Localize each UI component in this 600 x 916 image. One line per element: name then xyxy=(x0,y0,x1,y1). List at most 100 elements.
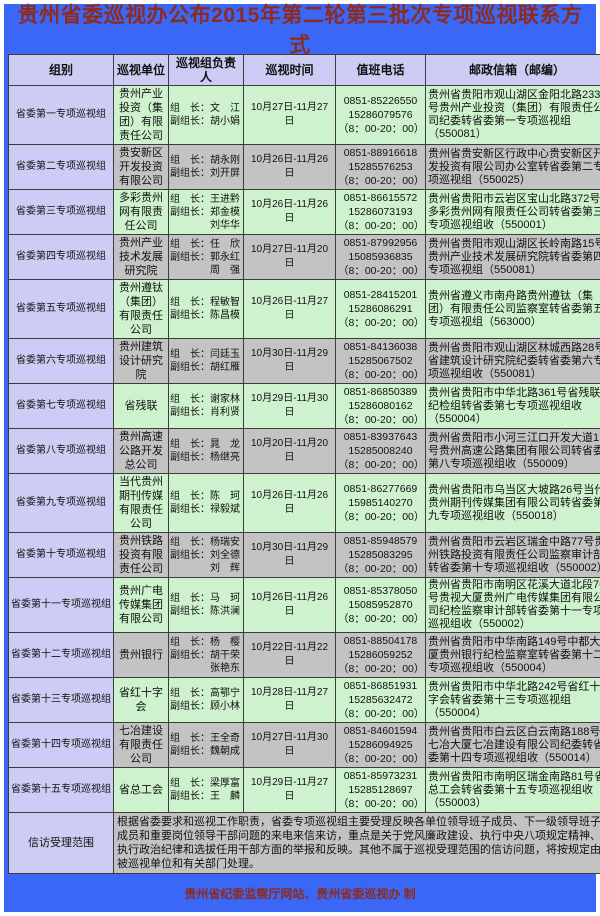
cell-group: 省委第八专项巡视组 xyxy=(9,429,114,474)
footer-banner: 贵州省纪委监察厅网站、贵州省委巡视办 制 xyxy=(8,874,592,912)
cell-time: 10月29日-11月27日 xyxy=(244,768,336,813)
cell-unit: 省红十字会 xyxy=(114,678,169,723)
contact-table: 组别 巡视单位 巡视组负责人 巡视时间 值班电话 邮政信箱（邮编） 省委第一专项… xyxy=(8,54,600,874)
cell-time: 10月27日-11月20日 xyxy=(244,235,336,280)
header-cell-time: 巡视时间 xyxy=(244,55,336,86)
cell-mailbox: 贵州省贵阳市观山湖区长岭南路15号贵州产业技术发展研究院转省委第四专项巡视组（5… xyxy=(426,235,600,280)
table-row: 省委第八专项巡视组 贵州高速公路开发总公司 组 长：晁 龙 副组长：杨继亮 10… xyxy=(9,429,600,474)
cell-leaders: 组 长：陈 珂 副组长：禄毅斌 xyxy=(169,474,244,533)
cell-leaders: 组 长：文 江 副组长：胡小娟 xyxy=(169,86,244,145)
cell-phone: 0851-85948579 15285083295 （8：00-20：00） xyxy=(336,533,426,578)
cell-unit: 七冶建设有限责任公司 xyxy=(114,723,169,768)
cell-time: 10月26日-11月26日 xyxy=(244,190,336,235)
table-row: 省委第十四专项巡视组 七冶建设有限责任公司 组 长：王全奇 副组长：魏朝成 10… xyxy=(9,723,600,768)
cell-phone: 0851-85973231 15285128697 （8：00-20：00） xyxy=(336,768,426,813)
cell-group: 省委第一专项巡视组 xyxy=(9,86,114,145)
cell-mailbox: 贵州省贵阳市云岩区宝山北路372号多彩贵州网有限责任公司转省委第三专项巡视组收（… xyxy=(426,190,600,235)
cell-time: 10月29日-11月30日 xyxy=(244,384,336,429)
cell-group: 省委第十三专项巡视组 xyxy=(9,678,114,723)
cell-group: 省委第十四专项巡视组 xyxy=(9,723,114,768)
cell-mailbox: 贵州省贵安新区行政中心贵安新区开发投资有限公司办公室转省委第二专项巡视组（550… xyxy=(426,145,600,190)
cell-phone: 0851-84601594 15286094925 （8：00-20：00） xyxy=(336,723,426,768)
cell-group: 省委第二专项巡视组 xyxy=(9,145,114,190)
cell-phone: 0851-28415201 15286086291 （8：00-20：00） xyxy=(336,280,426,339)
cell-group: 省委第七专项巡视组 xyxy=(9,384,114,429)
cell-group: 省委第十五专项巡视组 xyxy=(9,768,114,813)
cell-time: 10月26日-11月26日 xyxy=(244,578,336,633)
header-cell-phone: 值班电话 xyxy=(336,55,426,86)
cell-time: 10月27日-11月27日 xyxy=(244,86,336,145)
cell-leaders: 组 长：程敏智 副组长：陈昌模 xyxy=(169,280,244,339)
cell-unit: 多彩贵州网有限责任公司 xyxy=(114,190,169,235)
contact-table-body: 省委第一专项巡视组 贵州产业投资（集团）有限责任公司 组 长：文 江 副组长：胡… xyxy=(9,86,600,813)
cell-mailbox: 贵州省贵阳市中华南路149号中都大厦贵州银行纪检监察室转省委第十二专项巡视组收（… xyxy=(426,633,600,678)
cell-phone: 0851-86277669 15985140270 （8：00-20：00） xyxy=(336,474,426,533)
cell-phone: 0851-87992956 15085936835 （8：00-20：00） xyxy=(336,235,426,280)
cell-mailbox: 贵州省遵义市南舟路贵州遵钛（集团）有限责任公司监察室转省委第五专项巡视组（563… xyxy=(426,280,600,339)
cell-leaders: 组 长：高鄂宁 副组长：顾小林 xyxy=(169,678,244,723)
cell-mailbox: 贵州省贵阳市白云区白云南路188号七冶大厦七冶建设有限公司纪委转省委第十四专项巡… xyxy=(426,723,600,768)
footer-credit: 贵州省纪委监察厅网站、贵州省委巡视办 制 xyxy=(184,885,415,902)
cell-leaders: 组 长：杨瑞安 副组长：刘全德 刘 辉 xyxy=(169,533,244,578)
table-row: 省委第十二专项巡视组 贵州银行 组 长：杨 樱 副组长：胡干荣 张艳东 10月2… xyxy=(9,633,600,678)
table-row: 省委第六专项巡视组 贵州建筑设计研究院 组 长：闫廷玉 副组长：胡红雁 10月3… xyxy=(9,339,600,384)
cell-leaders: 组 长：梁厚富 副组长：王 麟 xyxy=(169,768,244,813)
cell-group: 省委第九专项巡视组 xyxy=(9,474,114,533)
table-row: 省委第七专项巡视组 省残联 组 长：谢家林 副组长：肖利贤 10月29日-11月… xyxy=(9,384,600,429)
cell-leaders: 组 长：闫廷玉 副组长：胡红雁 xyxy=(169,339,244,384)
petition-label: 信访受理范围 xyxy=(9,813,114,874)
header-cell-group: 组别 xyxy=(9,55,114,86)
cell-leaders: 组 长：马 珂 副组长：陈洪澜 xyxy=(169,578,244,633)
cell-unit: 贵州广电传媒集团有限公司 xyxy=(114,578,169,633)
cell-unit: 贵州产业投资（集团）有限责任公司 xyxy=(114,86,169,145)
table-row: 省委第二专项巡视组 贵安新区开发投资有限公司 组 长：胡永刚 副组长：刘开屏 1… xyxy=(9,145,600,190)
cell-group: 省委第十专项巡视组 xyxy=(9,533,114,578)
cell-time: 10月28日-11月27日 xyxy=(244,678,336,723)
cell-unit: 贵安新区开发投资有限公司 xyxy=(114,145,169,190)
cell-unit: 省残联 xyxy=(114,384,169,429)
cell-phone: 0851-85378050 15085952870 （8：00-20：00） xyxy=(336,578,426,633)
cell-time: 10月26日-11月27日 xyxy=(244,280,336,339)
cell-unit: 贵州铁路投资有限责任公司 xyxy=(114,533,169,578)
cell-phone: 0851-83937643 15285008240 （8：00-20：00） xyxy=(336,429,426,474)
cell-unit: 贵州遵钛（集团）有限责任公司 xyxy=(114,280,169,339)
cell-phone: 0851-88916618 15285576253 （8：00-20：00） xyxy=(336,145,426,190)
cell-phone: 0851-86851931 15285632472 （8：00-20：00） xyxy=(336,678,426,723)
cell-mailbox: 贵州省贵阳市南明区花溪大道北段76号贵视大厦贵州广电传媒集团有限公司纪检监察审计… xyxy=(426,578,600,633)
cell-mailbox: 贵州省贵阳市中华北路242号省红十字会转省委第十三专项巡视组（550004） xyxy=(426,678,600,723)
table-row: 省委第一专项巡视组 贵州产业投资（集团）有限责任公司 组 长：文 江 副组长：胡… xyxy=(9,86,600,145)
cell-leaders: 组 长：杨 樱 副组长：胡干荣 张艳东 xyxy=(169,633,244,678)
cell-mailbox: 贵州省贵阳市中华北路361号省残联纪检组转省委第七专项巡视组收（550004） xyxy=(426,384,600,429)
cell-time: 10月22日-11月22日 xyxy=(244,633,336,678)
table-row: 省委第五专项巡视组 贵州遵钛（集团）有限责任公司 组 长：程敏智 副组长：陈昌模… xyxy=(9,280,600,339)
cell-group: 省委第十二专项巡视组 xyxy=(9,633,114,678)
header-row: 组别 巡视单位 巡视组负责人 巡视时间 值班电话 邮政信箱（邮编） xyxy=(9,55,600,86)
cell-mailbox: 贵州省贵阳市南明区瑞金南路81号省总工会转省委第十五专项巡视组收（550003） xyxy=(426,768,600,813)
cell-phone: 0851-85226550 15286079576 （8：00-20：00） xyxy=(336,86,426,145)
cell-group: 省委第三专项巡视组 xyxy=(9,190,114,235)
cell-time: 10月26日-11月26日 xyxy=(244,145,336,190)
cell-mailbox: 贵州省贵阳市观山湖区林城西路28号省建筑设计研究院纪委转省委第六专项巡视组收（5… xyxy=(426,339,600,384)
cell-unit: 贵州产业技术发展研究院 xyxy=(114,235,169,280)
cell-mailbox: 贵州省贵阳市乌当区大坡路26号当代贵州期刊传媒集团有限公司转省委第九专项巡视组收… xyxy=(426,474,600,533)
cell-phone: 0851-86615572 15286073193 （8：00-20：00） xyxy=(336,190,426,235)
cell-leaders: 组 长：任 欣 副组长：郭永红 周 强 xyxy=(169,235,244,280)
cell-mailbox: 贵州省贵阳市云岩区瑞金中路77号贵州铁路投资有限责任公司监察审计部转省委第十专项… xyxy=(426,533,600,578)
cell-leaders: 组 长：胡永刚 副组长：刘开屏 xyxy=(169,145,244,190)
cell-leaders: 组 长：王进黔 副组长：郑金模 刘华华 xyxy=(169,190,244,235)
cell-group: 省委第十一专项巡视组 xyxy=(9,578,114,633)
cell-leaders: 组 长：谢家林 副组长：肖利贤 xyxy=(169,384,244,429)
petition-content: 根据省委要求和巡视工作职责，省委专项巡视组主要受理反映各单位领导班子成员、下一级… xyxy=(114,813,600,874)
table-row: 省委第四专项巡视组 贵州产业技术发展研究院 组 长：任 欣 副组长：郭永红 周 … xyxy=(9,235,600,280)
table-row: 省委第十一专项巡视组 贵州广电传媒集团有限公司 组 长：马 珂 副组长：陈洪澜 … xyxy=(9,578,600,633)
table-row: 省委第十五专项巡视组 省总工会 组 长：梁厚富 副组长：王 麟 10月29日-1… xyxy=(9,768,600,813)
header-cell-unit: 巡视单位 xyxy=(114,55,169,86)
cell-mailbox: 贵州省贵阳市观山湖区金阳北路233号贵州产业投资（集团）有限责任公司纪委转省委第… xyxy=(426,86,600,145)
petition-row: 信访受理范围 根据省委要求和巡视工作职责，省委专项巡视组主要受理反映各单位领导班… xyxy=(9,813,600,874)
table-row: 省委第十三专项巡视组 省红十字会 组 长：高鄂宁 副组长：顾小林 10月28日-… xyxy=(9,678,600,723)
cell-unit: 贵州银行 xyxy=(114,633,169,678)
cell-group: 省委第六专项巡视组 xyxy=(9,339,114,384)
cell-unit: 贵州高速公路开发总公司 xyxy=(114,429,169,474)
cell-group: 省委第五专项巡视组 xyxy=(9,280,114,339)
cell-time: 10月30日-11月29日 xyxy=(244,533,336,578)
